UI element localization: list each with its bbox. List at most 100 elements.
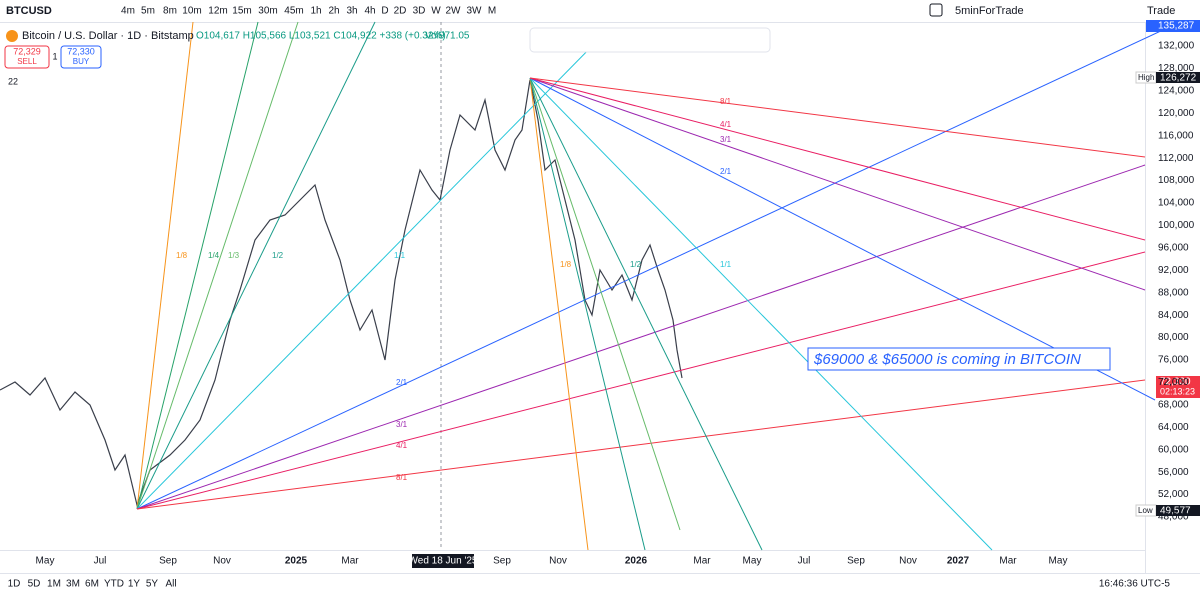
fan-label: 1/2 — [272, 251, 284, 260]
fan-line — [529, 77, 646, 551]
countdown: 02:13:23 — [1160, 386, 1195, 396]
time-label: 2027 — [947, 556, 970, 567]
time-label: 2025 — [285, 556, 308, 567]
interval[interactable]: 45m — [284, 6, 303, 17]
interval[interactable]: 30m — [258, 6, 277, 17]
interval[interactable]: 2h — [328, 6, 339, 17]
fan-line — [136, 21, 376, 510]
time-label: 2026 — [625, 556, 648, 567]
fan-line — [136, 379, 1146, 510]
high-value: 126,272 — [1160, 73, 1197, 84]
interval[interactable]: 2W — [446, 6, 462, 17]
crosshair-tag — [412, 554, 474, 568]
price-label: 88,000 — [1158, 287, 1189, 298]
time-label: Mar — [693, 556, 711, 567]
fan-line — [136, 21, 299, 510]
range-button[interactable]: YTD — [104, 579, 124, 590]
price-label: 52,000 — [1158, 489, 1189, 500]
fan-line — [136, 21, 259, 510]
time-label: Nov — [213, 556, 231, 567]
symbol-title: Bitcoin / U.S. Dollar · 1D · Bitstamp — [22, 30, 194, 42]
time-label: Mar — [341, 556, 359, 567]
price-label: 132,000 — [1158, 41, 1195, 52]
interval[interactable]: 3W — [467, 6, 483, 17]
interval[interactable]: 3D — [413, 6, 426, 17]
fan-label: 8/1 — [720, 97, 732, 106]
range-button[interactable]: 5Y — [146, 579, 159, 590]
interval[interactable]: 2D — [394, 6, 407, 17]
volume: Vol971.05 — [425, 31, 470, 42]
interval[interactable]: M — [488, 6, 496, 17]
fan-line — [529, 77, 1146, 158]
layout-icon[interactable] — [929, 3, 943, 17]
price-label: 120,000 — [1158, 108, 1195, 119]
time-label: May — [743, 556, 762, 567]
fan-line — [136, 164, 1146, 510]
range-button[interactable]: 1M — [47, 579, 61, 590]
layout-name[interactable]: 5minForTrade — [955, 5, 1024, 17]
interval[interactable]: 12m — [208, 6, 227, 17]
interval[interactable]: 8m — [163, 6, 177, 17]
buy-label[interactable]: BUY — [73, 57, 90, 66]
range-button[interactable]: 1D — [8, 579, 21, 590]
low-label: Low — [1138, 506, 1153, 515]
gann-fans — [136, 21, 1181, 551]
sell-price[interactable]: 72,329 — [13, 46, 41, 56]
price-label: 76,000 — [1158, 355, 1189, 366]
sell-button[interactable] — [4, 45, 50, 69]
price-label: 96,000 — [1158, 243, 1189, 254]
annotation[interactable]: $69000 & $65000 is coming in BITCOIN — [813, 351, 1081, 368]
price-label: 128,000 — [1158, 63, 1195, 74]
top-price: 135,287 — [1158, 21, 1195, 32]
range-button[interactable]: 3M — [66, 579, 80, 590]
interval[interactable]: 5m — [141, 6, 155, 17]
current-price: 72,330 — [1160, 377, 1191, 388]
interval[interactable]: 1h — [310, 6, 321, 17]
price-label: 100,000 — [1158, 220, 1195, 231]
range-button[interactable]: 6M — [85, 579, 99, 590]
interval[interactable]: W — [431, 6, 441, 17]
range-button[interactable]: 5D — [28, 579, 41, 590]
price-label: 48,000 — [1158, 512, 1189, 523]
indicators-count[interactable]: 22 — [8, 76, 18, 86]
btc-icon — [6, 30, 18, 42]
fan-label: 4/1 — [720, 120, 732, 129]
fan-line — [136, 21, 194, 510]
time-label: Nov — [899, 556, 917, 567]
clock: 16:46:36 UTC-5 — [1099, 579, 1171, 590]
fan-label: 1/1 — [720, 260, 732, 269]
interval[interactable]: 4m — [121, 6, 135, 17]
buy-price[interactable]: 72,330 — [67, 46, 95, 56]
time-label: May — [1049, 556, 1068, 567]
price-label: 60,000 — [1158, 444, 1189, 455]
time-label: Jul — [94, 556, 107, 567]
current-tag — [1156, 376, 1200, 398]
high-label: High — [1138, 73, 1154, 82]
interval[interactable]: 4h — [364, 6, 375, 17]
time-label: Nov — [549, 556, 567, 567]
fan-label: 1/4 — [208, 251, 220, 260]
symbol[interactable]: BTCUSD — [6, 5, 52, 17]
fan-line — [136, 251, 1146, 510]
interval[interactable]: 3h — [346, 6, 357, 17]
range-button[interactable]: 1Y — [128, 579, 141, 590]
annotation-box[interactable] — [807, 347, 1111, 371]
interval[interactable]: 15m — [232, 6, 251, 17]
trade-button[interactable]: Trade — [1147, 5, 1175, 17]
price-label: 72,000 — [1158, 377, 1189, 388]
low-value: 49,577 — [1160, 506, 1191, 517]
fan-line — [136, 21, 1181, 510]
buy-button[interactable] — [60, 45, 102, 69]
price-label: 112,000 — [1158, 153, 1194, 164]
time-label: Sep — [493, 556, 511, 567]
interval[interactable]: 10m — [182, 6, 201, 17]
fan-label: 1/3 — [228, 251, 240, 260]
time-label: Mar — [999, 556, 1017, 567]
interval[interactable]: D — [381, 6, 388, 17]
fan-label: 1/2 — [630, 260, 642, 269]
sell-label[interactable]: SELL — [17, 57, 37, 66]
high-value-tag — [1156, 72, 1200, 83]
range-button[interactable]: All — [165, 579, 176, 590]
fan-label: 8/1 — [396, 473, 408, 482]
